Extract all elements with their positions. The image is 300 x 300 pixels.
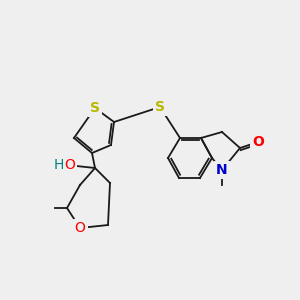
Text: O: O <box>64 158 75 172</box>
Text: H: H <box>54 158 64 172</box>
Text: S: S <box>90 101 100 115</box>
Text: S: S <box>155 100 165 114</box>
Text: O: O <box>75 221 86 235</box>
Text: N: N <box>216 163 228 177</box>
Text: O: O <box>252 135 264 149</box>
